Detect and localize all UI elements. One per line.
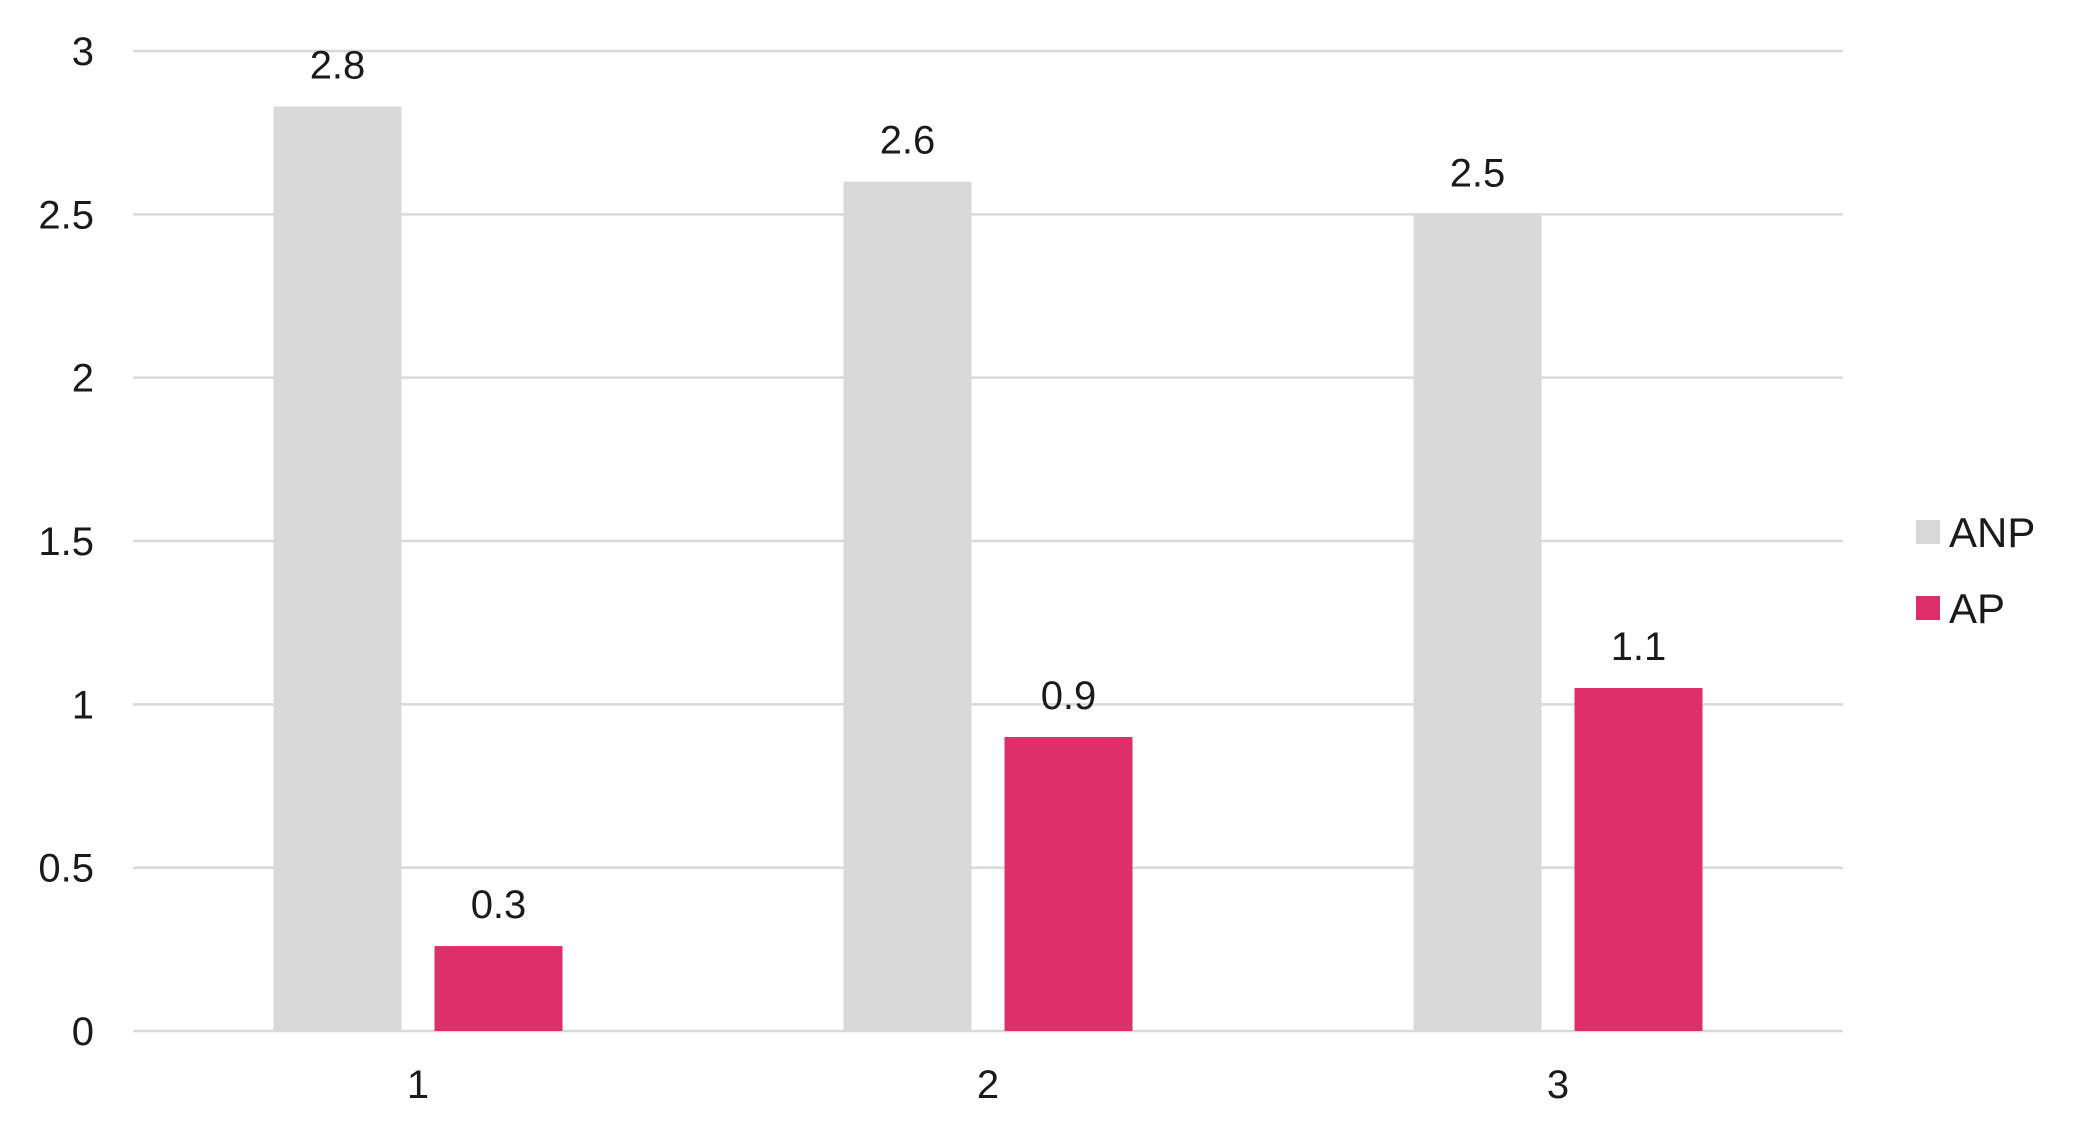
y-tick-label: 1	[72, 683, 94, 727]
legend-label: AP	[1949, 585, 2005, 632]
data-label-ap-3: 1.1	[1611, 625, 1667, 669]
data-label-anp-3: 2.5	[1450, 151, 1506, 195]
y-tick-label: 2	[72, 357, 94, 401]
legend-item-anp: ANP	[1916, 509, 2035, 556]
bar-ap-3	[1574, 688, 1703, 1031]
data-labels: 2.8 0.3 2.6 0.9 2.5 1.1	[310, 44, 1667, 928]
x-axis-ticks: 1 2 3	[407, 1063, 1569, 1107]
bars	[273, 106, 1703, 1032]
legend-label: ANP	[1949, 509, 2035, 556]
data-label-ap-1: 0.3	[471, 883, 527, 927]
data-label-ap-2: 0.9	[1041, 674, 1097, 718]
y-tick-label: 1.5	[38, 520, 94, 564]
x-tick-label: 2	[977, 1063, 999, 1107]
x-tick-label: 3	[1547, 1063, 1569, 1107]
y-tick-label: 0.5	[38, 847, 94, 891]
bar-anp-3	[1413, 214, 1542, 1032]
data-label-anp-1: 2.8	[310, 44, 366, 88]
x-tick-label: 1	[407, 1063, 429, 1107]
bar-ap-1	[434, 946, 563, 1031]
y-tick-label: 3	[72, 30, 94, 74]
bar-ap-2	[1004, 737, 1133, 1031]
legend-item-ap: AP	[1916, 585, 2005, 632]
legend: ANP AP	[1916, 509, 2035, 632]
y-tick-label: 2.5	[38, 193, 94, 237]
bar-anp-2	[843, 181, 972, 1031]
legend-swatch	[1916, 520, 1940, 544]
gridlines	[133, 49, 1843, 1033]
y-axis-ticks: 0 0.5 1 1.5 2 2.5 3	[38, 30, 94, 1054]
legend-swatch	[1916, 596, 1940, 620]
data-label-anp-2: 2.6	[880, 119, 936, 163]
bar-anp-1	[273, 106, 402, 1032]
y-tick-label: 0	[72, 1010, 94, 1054]
